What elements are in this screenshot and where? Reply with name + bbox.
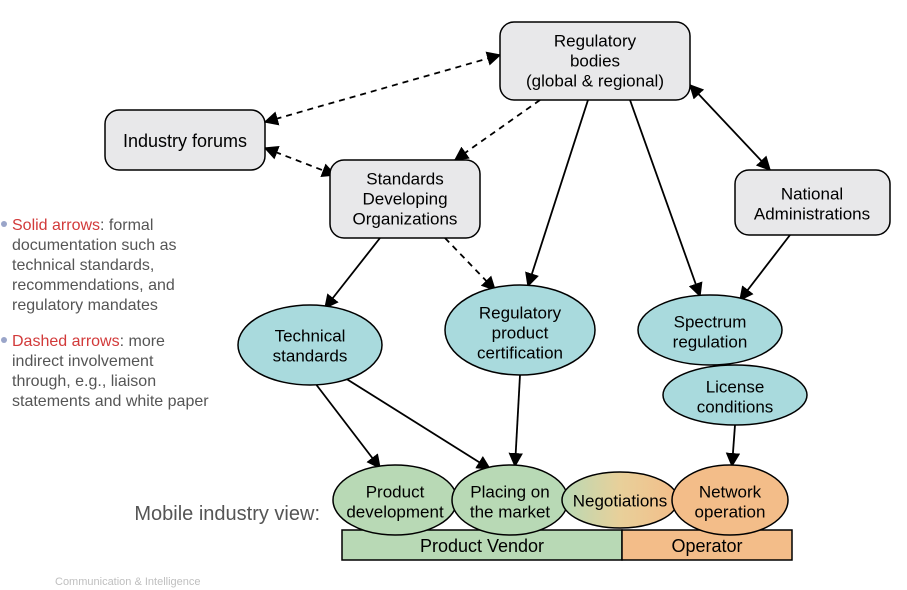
label-plm-1: Placing on	[470, 482, 549, 501]
label-rpc-1: Regulatory	[479, 303, 562, 322]
label-sdo-2: Developing	[362, 189, 447, 208]
diagram-canvas: Industry forums Regulatory bodies (globa…	[0, 0, 907, 590]
legend-dashed-b3: statements and white paper	[12, 393, 209, 410]
node-network-op: Network operation	[672, 465, 788, 535]
legend-solid-lead: : formal	[100, 217, 153, 234]
label-lic-2: conditions	[697, 397, 774, 416]
label-spec-1: Spectrum	[674, 312, 747, 331]
label-regbodies-3: (global & regional)	[526, 71, 664, 90]
legend-solid-b4: regulatory mandates	[12, 297, 158, 314]
label-natadmin-1: National	[781, 184, 843, 203]
node-regulatory-bodies: Regulatory bodies (global & regional)	[500, 22, 690, 100]
label-sdo-1: Standards	[366, 169, 444, 188]
label-nop-1: Network	[699, 482, 762, 501]
node-technical-standards: Technical standards	[238, 305, 382, 385]
legend-dashed-title: Dashed arrows	[12, 333, 120, 350]
label-pdev-2: development	[346, 502, 444, 521]
node-spectrum-reg: Spectrum regulation	[638, 295, 782, 365]
node-national-admin: National Administrations	[735, 170, 890, 235]
label-tech-2: standards	[273, 346, 348, 365]
legend-dashed-lead: : more	[120, 333, 165, 350]
label-natadmin-2: Administrations	[754, 204, 870, 223]
label-spec-2: regulation	[673, 332, 748, 351]
label-tech-1: Technical	[275, 326, 346, 345]
bullet-icon	[1, 221, 7, 227]
legend-solid-b3: recommendations, and	[12, 277, 175, 294]
legend-solid-title: Solid arrows	[12, 217, 100, 234]
label-sdo-3: Organizations	[353, 209, 458, 228]
node-product-dev: Product development	[333, 465, 457, 535]
node-sdo: Standards Developing Organizations	[330, 160, 480, 238]
bullet-icon	[1, 337, 7, 343]
label-regbodies-1: Regulatory	[554, 31, 637, 50]
label-pdev-1: Product	[366, 482, 425, 501]
label-rpc-3: certification	[477, 343, 563, 362]
label-product-vendor: Product Vendor	[420, 536, 544, 556]
label-regbodies-2: bodies	[570, 51, 620, 70]
node-negotiations: Negotiations	[562, 472, 678, 528]
label-lic-1: License	[706, 377, 765, 396]
mobile-industry-label: Mobile industry view:	[134, 503, 320, 525]
label-operator: Operator	[671, 536, 742, 556]
legend-solid-b2: technical standards,	[12, 257, 154, 274]
label-rpc-2: product	[492, 323, 549, 342]
label-industry-forums: Industry forums	[123, 131, 247, 151]
legend-solid-b1: documentation such as	[12, 237, 177, 254]
footer-text: Communication & Intelligence	[55, 576, 201, 588]
legend-dashed-b2: through, e.g., liaison	[12, 373, 156, 390]
label-nop-2: operation	[695, 502, 766, 521]
node-license-cond: License conditions	[663, 365, 807, 425]
legend-dashed-b1: indirect involvement	[12, 353, 154, 370]
label-neg: Negotiations	[573, 491, 668, 510]
legend-solid-line1: Solid arrows: formal	[12, 217, 153, 234]
node-placing-market: Placing on the market	[452, 465, 568, 535]
label-plm-2: the market	[470, 502, 551, 521]
legend-dashed-line1: Dashed arrows: more	[12, 333, 165, 350]
node-reg-prod-cert: Regulatory product certification	[445, 285, 595, 375]
node-industry-forums: Industry forums	[105, 110, 265, 170]
